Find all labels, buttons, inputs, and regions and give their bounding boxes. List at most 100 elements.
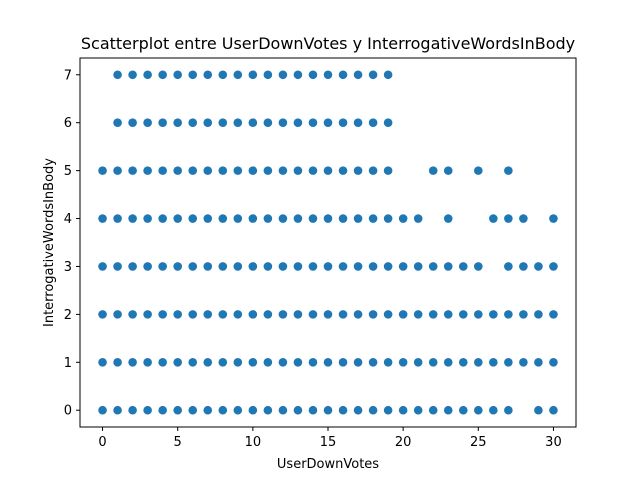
data-point [353, 405, 363, 415]
data-point [203, 70, 213, 80]
data-point [489, 405, 498, 415]
data-point [353, 214, 363, 223]
data-point [383, 118, 393, 127]
data-point [398, 310, 408, 319]
data-point [428, 166, 438, 175]
data-point [233, 405, 243, 415]
data-point [338, 166, 348, 175]
data-point [368, 166, 378, 175]
data-point [188, 262, 198, 271]
data-point [383, 262, 393, 271]
data-point [263, 358, 273, 367]
data-point [308, 405, 318, 415]
data-point [233, 166, 243, 175]
x-tick-label: 5 [174, 435, 182, 450]
data-point [278, 310, 288, 319]
data-point [428, 262, 438, 271]
data-point [188, 70, 198, 80]
data-point [474, 310, 483, 319]
data-point [98, 262, 107, 271]
data-point [293, 118, 303, 127]
data-point [443, 358, 453, 367]
x-tick-label: 10 [245, 435, 262, 450]
data-point [158, 118, 167, 127]
data-point [398, 262, 408, 271]
data-point [443, 262, 453, 271]
data-point [98, 166, 107, 175]
data-point [293, 310, 303, 319]
data-point [143, 262, 152, 271]
data-point [549, 358, 558, 367]
data-point [158, 310, 167, 319]
data-point [353, 118, 363, 127]
data-point [218, 405, 228, 415]
data-point [368, 310, 378, 319]
data-point [203, 118, 213, 127]
data-point [263, 262, 273, 271]
data-point [128, 262, 137, 271]
data-point [323, 310, 333, 319]
data-point [353, 358, 363, 367]
data-point [323, 166, 333, 175]
data-point [188, 166, 198, 175]
data-point [534, 358, 543, 367]
data-point [534, 262, 543, 271]
data-point [128, 214, 137, 223]
data-point [293, 262, 303, 271]
data-point [158, 262, 167, 271]
data-point [489, 310, 498, 319]
data-point [549, 310, 558, 319]
data-point [248, 405, 258, 415]
data-point [278, 118, 288, 127]
data-point [428, 358, 438, 367]
data-point [143, 166, 152, 175]
data-point [308, 310, 318, 319]
data-point [173, 310, 182, 319]
data-point [128, 405, 137, 415]
x-axis-title: UserDownVotes [277, 457, 379, 472]
data-point [203, 214, 213, 223]
data-point [218, 118, 228, 127]
data-point [263, 310, 273, 319]
data-point [128, 166, 137, 175]
data-point [128, 70, 137, 80]
data-point [323, 214, 333, 223]
data-point [143, 118, 152, 127]
data-point [383, 310, 393, 319]
data-point [278, 405, 288, 415]
data-point [413, 310, 423, 319]
data-point [218, 310, 228, 319]
x-tick-label: 30 [545, 435, 562, 450]
data-point [248, 310, 258, 319]
data-point [474, 262, 483, 271]
data-point [443, 405, 453, 415]
data-point [113, 70, 122, 80]
data-point [98, 358, 107, 367]
plot-frame [79, 57, 577, 428]
y-tick-label: 0 [64, 404, 72, 419]
data-point [293, 166, 303, 175]
data-point [338, 214, 348, 223]
data-point [263, 70, 273, 80]
data-point [428, 310, 438, 319]
data-point [233, 310, 243, 319]
data-point [308, 214, 318, 223]
y-tick-label: 7 [64, 68, 72, 83]
data-point [519, 262, 528, 271]
data-point [443, 310, 453, 319]
data-point [143, 214, 152, 223]
data-point [278, 70, 288, 80]
data-point [338, 358, 348, 367]
data-point [188, 214, 198, 223]
data-point [308, 262, 318, 271]
data-point [504, 358, 513, 367]
chart-title: Scatterplot entre UserDownVotes y Interr… [81, 34, 575, 53]
data-point [504, 310, 513, 319]
data-point [458, 262, 468, 271]
data-point [383, 166, 393, 175]
data-point [489, 214, 498, 223]
data-point [188, 358, 198, 367]
data-point [128, 310, 137, 319]
data-points [98, 70, 558, 415]
data-point [158, 214, 167, 223]
